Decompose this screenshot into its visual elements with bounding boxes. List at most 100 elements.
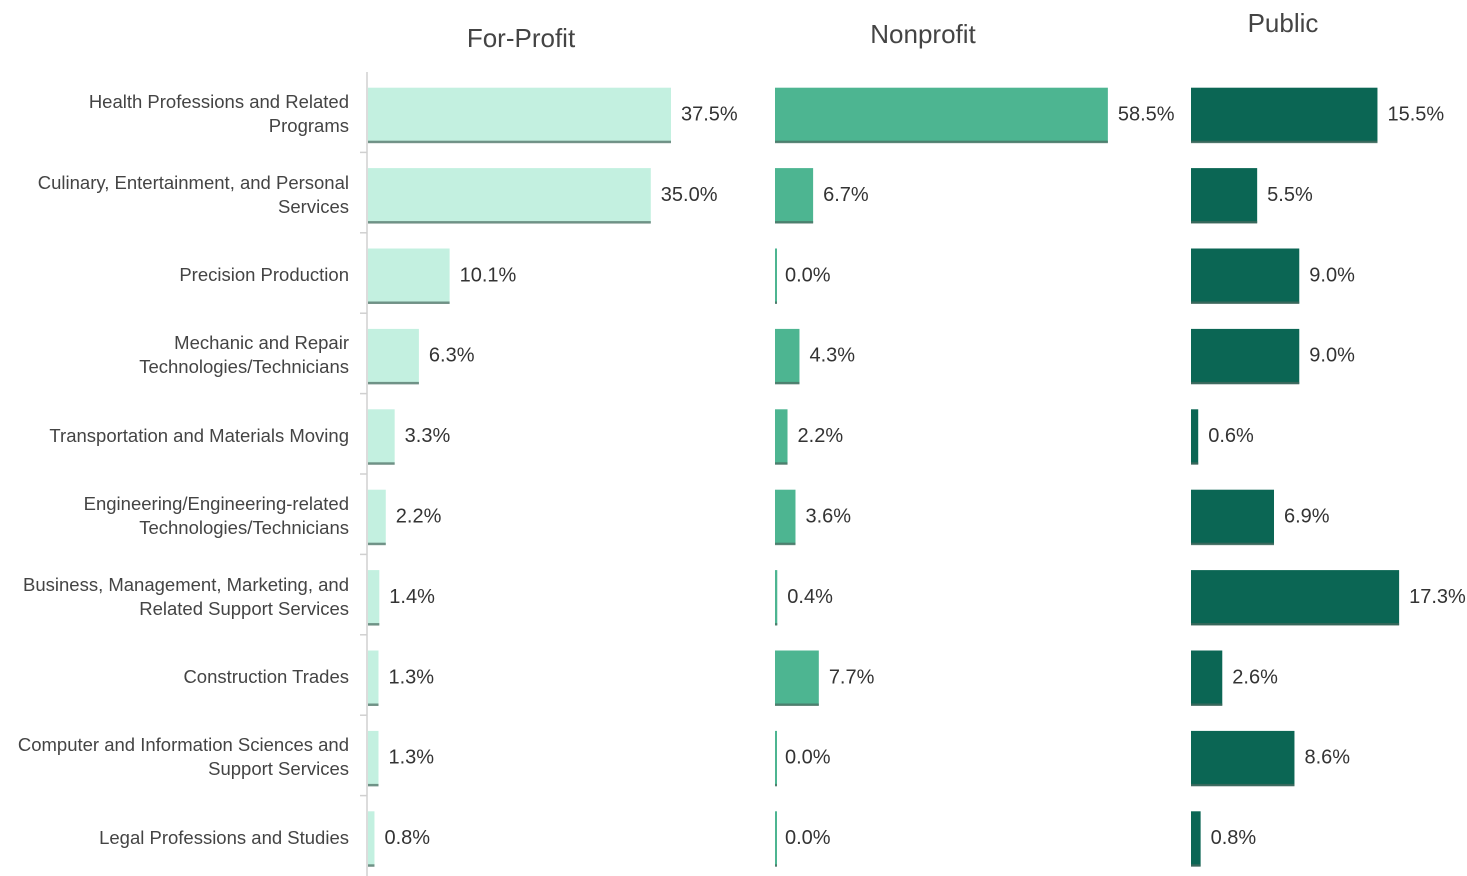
bar [368, 168, 651, 224]
bar-shadow [775, 462, 788, 465]
category-label: Health Professions and Related Programs [88, 91, 349, 137]
value-label: 0.8% [384, 827, 430, 849]
value-label: 3.6% [805, 505, 851, 527]
value-label: 2.6% [1232, 666, 1278, 688]
bar [1191, 168, 1258, 224]
value-label: 0.0% [785, 747, 831, 769]
bar [775, 811, 777, 867]
value-label: 8.6% [1304, 747, 1350, 769]
bar [368, 409, 395, 465]
category-label: Mechanic and Repair Technologies/Technic… [139, 332, 349, 378]
bar [775, 248, 777, 304]
bar-shadow [775, 301, 777, 304]
category-label: Culinary, Entertainment, and Personal Se… [37, 171, 349, 217]
category-label: Computer and Information Sciences and Su… [17, 734, 349, 780]
value-label: 2.2% [798, 425, 844, 447]
value-label: 7.7% [829, 666, 875, 688]
bar-shadow [775, 703, 819, 706]
bar [1191, 811, 1201, 867]
category-label: Legal Professions and Studies [99, 826, 349, 848]
value-label: 6.7% [823, 184, 869, 206]
bar-shadow [775, 381, 800, 385]
value-label: 1.4% [389, 586, 435, 608]
bar-shadow [368, 864, 375, 867]
bar [1191, 248, 1300, 304]
bar [1191, 730, 1295, 786]
bar [775, 328, 800, 384]
bar [775, 570, 778, 626]
bar [775, 87, 1108, 143]
bar-shadow [1191, 783, 1295, 787]
bar-shadow [775, 140, 1108, 144]
value-label: 0.0% [785, 264, 831, 286]
category-label: Precision Production [179, 264, 349, 285]
bar-shadow [368, 542, 386, 546]
panel-title: For-Profit [467, 23, 576, 53]
bar [1191, 650, 1223, 706]
bar-shadow [368, 783, 379, 787]
category-label: Engineering/Engineering-related Technolo… [83, 493, 349, 539]
category-label: Construction Trades [183, 666, 349, 687]
bar [775, 409, 788, 465]
bar [368, 328, 419, 384]
bar-shadow [775, 542, 796, 546]
bar-shadow [1191, 381, 1300, 385]
value-label: 3.3% [405, 425, 451, 447]
value-label: 0.4% [787, 586, 833, 608]
bar-shadow [1191, 462, 1199, 465]
value-label: 17.3% [1409, 586, 1466, 608]
bar [368, 489, 386, 545]
bar [368, 570, 380, 626]
panel-title: Nonprofit [870, 19, 976, 49]
bar-shadow [368, 462, 395, 465]
bar [775, 489, 796, 545]
value-label: 0.0% [785, 827, 831, 849]
category-label: Business, Management, Marketing, and Rel… [23, 573, 349, 619]
bar-shadow [1191, 221, 1258, 224]
bar [1191, 570, 1400, 626]
bar-shadow [368, 140, 671, 144]
bar-shadow [775, 623, 778, 626]
value-label: 9.0% [1309, 264, 1355, 286]
bar [1191, 328, 1300, 384]
bar-shadow [1191, 140, 1378, 144]
value-label: 9.0% [1309, 345, 1355, 367]
value-label: 2.2% [396, 505, 442, 527]
value-label: 35.0% [661, 184, 718, 206]
value-label: 58.5% [1118, 103, 1175, 125]
value-label: 0.8% [1211, 827, 1257, 849]
bar-shadow [775, 864, 777, 867]
bar [1191, 409, 1199, 465]
bar-shadow [1191, 542, 1275, 546]
value-label: 5.5% [1267, 184, 1313, 206]
bar [1191, 87, 1378, 143]
bar [368, 730, 379, 786]
bar-shadow [368, 703, 379, 706]
bar-shadow [775, 221, 814, 224]
bar [775, 730, 777, 786]
bar [775, 650, 819, 706]
bar-shadow [368, 381, 419, 385]
bar-shadow [368, 623, 380, 626]
bar-shadow [368, 301, 450, 304]
bar-shadow [1191, 301, 1300, 304]
value-label: 1.3% [389, 747, 435, 769]
value-label: 6.9% [1284, 505, 1330, 527]
bar-shadow [368, 221, 651, 224]
value-label: 1.3% [389, 666, 435, 688]
value-label: 6.3% [429, 345, 475, 367]
bar [368, 650, 379, 706]
bar-shadow [775, 783, 777, 787]
bar [368, 87, 671, 143]
bar-shadow [1191, 623, 1400, 626]
bar [1191, 489, 1275, 545]
value-label: 15.5% [1387, 103, 1444, 125]
panel-title: Public [1248, 8, 1319, 38]
value-label: 10.1% [460, 264, 517, 286]
bar [775, 168, 814, 224]
bar [368, 811, 375, 867]
bar [368, 248, 450, 304]
value-label: 37.5% [681, 103, 738, 125]
